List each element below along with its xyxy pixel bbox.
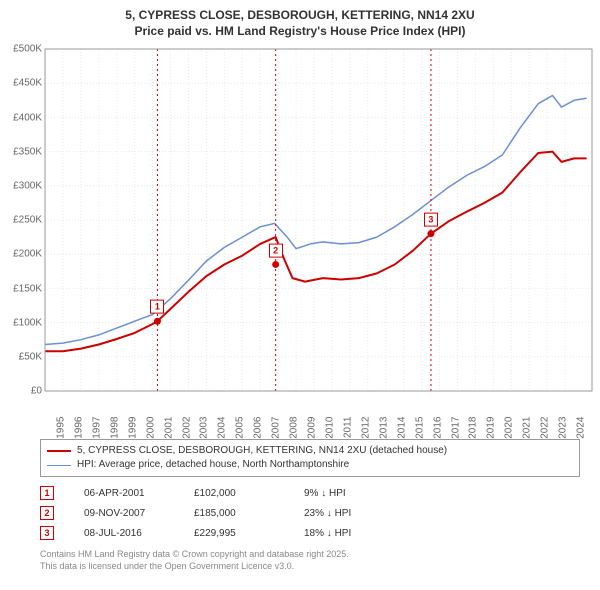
x-axis-label: 2005 (235, 417, 246, 447)
title-line-2: Price paid vs. HM Land Registry's House … (10, 24, 590, 40)
y-axis-label: £50K (0, 351, 42, 362)
sale-price: £229,995 (194, 528, 294, 539)
y-axis-label: £450K (0, 78, 42, 89)
y-axis-label: £500K (0, 44, 42, 55)
sale-date: 09-NOV-2007 (84, 508, 184, 519)
x-axis-label: 2023 (558, 417, 569, 447)
x-axis-label: 2020 (504, 417, 515, 447)
x-axis-label: 1998 (109, 417, 120, 447)
price-chart: £0 £50K £100K £150K £200K £250K £300K £350K £400… (0, 43, 600, 433)
sale-row: 3 08-JUL-2016 £229,995 18% ↓ HPI (40, 523, 580, 543)
y-axis-label: £200K (0, 249, 42, 260)
x-axis-label: 2013 (378, 417, 389, 447)
sale-row: 1 06-APR-2001 £102,000 9% ↓ HPI (40, 483, 580, 503)
sale-marker-icon: 2 (40, 506, 54, 520)
x-axis-label: 2000 (145, 417, 156, 447)
x-axis-label: 2008 (289, 417, 300, 447)
sale-date: 08-JUL-2016 (84, 528, 184, 539)
legend-swatch-blue (47, 465, 71, 466)
legend-row-blue: HPI: Average price, detached house, Nort… (47, 458, 573, 472)
sale-marker-2: 2 (269, 243, 283, 257)
x-axis-label: 2010 (325, 417, 336, 447)
x-axis-label: 2018 (468, 417, 479, 447)
title-line-1: 5, CYPRESS CLOSE, DESBOROUGH, KETTERING,… (10, 8, 590, 24)
sale-diff: 18% ↓ HPI (304, 528, 404, 539)
x-axis-label: 1999 (127, 417, 138, 447)
x-axis-label: 1995 (56, 417, 67, 447)
x-axis-label: 2003 (199, 417, 210, 447)
sale-diff: 23% ↓ HPI (304, 508, 404, 519)
y-axis-label: £150K (0, 283, 42, 294)
y-axis-label: £250K (0, 215, 42, 226)
x-axis-label: 2024 (576, 417, 587, 447)
sale-marker-1: 1 (150, 300, 164, 314)
x-axis-label: 2012 (360, 417, 371, 447)
y-axis-label: £400K (0, 112, 42, 123)
x-axis-label: 2017 (450, 417, 461, 447)
footer-line-2: This data is licensed under the Open Gov… (40, 561, 580, 573)
x-axis-label: 2011 (342, 417, 353, 447)
legend-label-blue: HPI: Average price, detached house, Nort… (77, 458, 349, 472)
x-axis-label: 2022 (540, 417, 551, 447)
sale-price: £102,000 (194, 488, 294, 499)
x-axis-label: 2015 (414, 417, 425, 447)
sale-diff: 9% ↓ HPI (304, 488, 404, 499)
x-axis-label: 2001 (163, 417, 174, 447)
x-axis-label: 2016 (432, 417, 443, 447)
sales-table: 1 06-APR-2001 £102,000 9% ↓ HPI 2 09-NOV-2007… (40, 483, 580, 543)
x-axis-label: 2007 (271, 417, 282, 447)
x-axis-label: 1996 (73, 417, 84, 447)
chart-title: 5, CYPRESS CLOSE, DESBOROUGH, KETTERING,… (0, 0, 600, 43)
sale-price: £185,000 (194, 508, 294, 519)
x-axis-label: 2006 (253, 417, 264, 447)
y-axis-label: £100K (0, 317, 42, 328)
sale-marker-icon: 1 (40, 486, 54, 500)
legend-swatch-red (47, 450, 71, 452)
footer-attribution: Contains HM Land Registry data © Crown c… (40, 549, 580, 572)
x-axis-label: 2019 (486, 417, 497, 447)
x-axis-label: 2002 (181, 417, 192, 447)
footer-line-1: Contains HM Land Registry data © Crown c… (40, 549, 580, 561)
sale-marker-icon: 3 (40, 526, 54, 540)
y-axis-label: £350K (0, 146, 42, 157)
sale-marker-3: 3 (424, 212, 438, 226)
x-axis-label: 2014 (396, 417, 407, 447)
sale-date: 06-APR-2001 (84, 488, 184, 499)
x-axis-label: 1997 (91, 417, 102, 447)
x-axis-label: 2021 (522, 417, 533, 447)
x-axis-label: 2004 (217, 417, 228, 447)
x-axis-label: 2009 (307, 417, 318, 447)
sale-row: 2 09-NOV-2007 £185,000 23% ↓ HPI (40, 503, 580, 523)
y-axis-label: £0 (0, 386, 42, 397)
y-axis-label: £300K (0, 180, 42, 191)
